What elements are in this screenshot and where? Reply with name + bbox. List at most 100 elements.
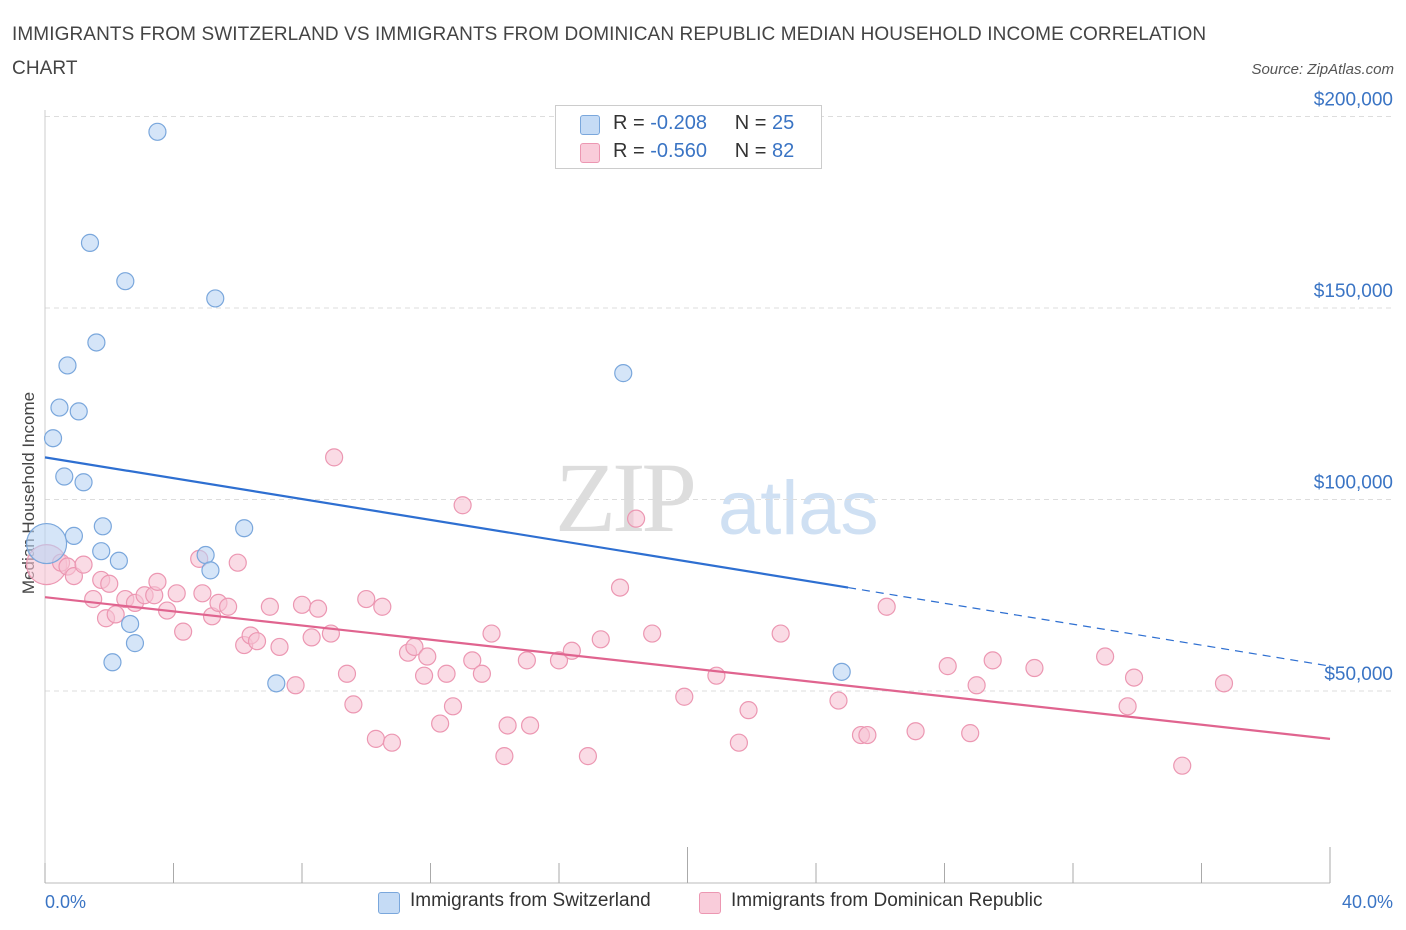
legend-r-value-dominican: -0.560	[650, 140, 707, 162]
dominican-point	[174, 622, 193, 641]
dominican-point	[219, 597, 238, 616]
legend-swatch-switzerland	[580, 115, 600, 135]
dominican-point	[453, 496, 472, 515]
x-tick-label: 0.0%	[45, 892, 86, 912]
watermark-atlas: atlas	[718, 466, 879, 551]
dominican-point	[626, 509, 646, 528]
switzerland-point	[116, 272, 135, 291]
dominican-point	[1025, 658, 1044, 678]
switzerland-point	[50, 398, 69, 417]
dominican-point	[100, 574, 119, 593]
dominican-point	[414, 666, 434, 685]
dominican-point	[643, 624, 662, 643]
dominican-point	[431, 714, 450, 733]
dominican-point	[337, 664, 357, 683]
dominican-point	[739, 701, 758, 720]
switzerland-trend-line	[44, 456, 849, 589]
switzerland-point	[125, 634, 145, 653]
dominican-point	[858, 725, 877, 745]
legend-r-label: R =	[613, 140, 645, 162]
dominican-point	[344, 695, 363, 714]
dominican-point	[148, 572, 167, 591]
legend-n-label: N =	[734, 112, 767, 134]
dominican-point	[729, 733, 749, 752]
dominican-point	[1096, 647, 1115, 666]
dominican-point	[967, 676, 986, 695]
y-tick-label: $50,000	[1324, 664, 1393, 685]
switzerland-point	[103, 653, 122, 672]
dominican-trend-line	[44, 596, 1331, 740]
dominican-point	[591, 630, 610, 649]
switzerland-point	[109, 551, 128, 570]
switzerland-point	[614, 364, 633, 383]
dominican-point	[270, 637, 289, 657]
dominican-point	[74, 555, 93, 574]
dominican-point	[228, 553, 247, 572]
dominican-point	[906, 722, 925, 741]
legend-r-value-switzerland: -0.208	[650, 112, 707, 134]
dominican-point	[247, 632, 267, 651]
dominican-point	[495, 747, 514, 766]
dominican-point	[472, 664, 491, 683]
dominican-point	[498, 716, 517, 735]
dominican-point	[549, 651, 569, 670]
switzerland-point	[148, 122, 167, 141]
dominican-point	[167, 584, 186, 603]
dominican-point	[260, 597, 279, 616]
legend-n-label: N =	[734, 140, 767, 162]
dominican-point	[437, 664, 456, 683]
chart-title: IMMIGRANTS FROM SWITZERLAND VS IMMIGRANT…	[12, 24, 1207, 79]
switzerland-point	[206, 289, 225, 308]
switzerland-point	[832, 662, 851, 681]
switzerland-point	[55, 467, 74, 486]
dominican-point	[877, 597, 896, 616]
switzerland-point	[87, 333, 106, 352]
dominican-point	[366, 729, 385, 748]
dominican-point	[1118, 697, 1137, 716]
dominican-point	[463, 651, 482, 670]
dominican-point	[1214, 674, 1234, 693]
dominican-point	[418, 647, 437, 666]
legend-swatch-dominican	[580, 143, 600, 163]
dominican-point	[308, 599, 328, 618]
y-tick-label: $150,000	[1314, 281, 1393, 302]
switzerland-point	[121, 614, 140, 634]
dominican-point	[382, 733, 402, 752]
switzerland-point	[26, 522, 68, 565]
dominican-point	[482, 624, 501, 643]
switzerland-point	[267, 674, 286, 693]
dominican-point	[325, 448, 344, 467]
dominican-point	[578, 747, 598, 766]
dominican-point	[1124, 668, 1144, 687]
dominican-point	[675, 687, 694, 706]
series-swatch-switzerland	[378, 892, 400, 914]
y-tick-label: $100,000	[1314, 473, 1393, 494]
dominican-point	[84, 589, 103, 609]
x-tick-label: 40.0%	[1342, 892, 1393, 912]
switzerland-point	[43, 429, 63, 448]
switzerland-point	[201, 561, 220, 580]
dominican-point	[373, 597, 392, 616]
switzerland-point	[74, 473, 93, 492]
dominican-point	[302, 628, 321, 647]
dominican-point	[610, 578, 630, 597]
switzerland-point	[92, 542, 111, 561]
series-swatch-dominican	[699, 892, 721, 914]
legend-n-value-switzerland: 25	[772, 112, 795, 134]
switzerland-point	[235, 519, 254, 538]
switzerland-point	[196, 545, 215, 565]
series-label-dominican: Immigrants from Dominican Republic	[731, 890, 1043, 911]
switzerland-point	[80, 233, 100, 252]
y-tick-label: $200,000	[1314, 90, 1393, 111]
dominican-point	[193, 584, 212, 603]
dominican-point	[292, 595, 312, 614]
dominican-point	[357, 589, 376, 609]
dominican-point	[829, 691, 848, 710]
watermark-zip: ZIP	[555, 442, 697, 553]
source-credit: Source: ZipAtlas.com	[1251, 61, 1394, 78]
switzerland-point	[69, 402, 88, 421]
legend-r-label: R =	[613, 112, 645, 134]
switzerland-point	[58, 356, 77, 375]
dominican-point	[938, 657, 957, 676]
